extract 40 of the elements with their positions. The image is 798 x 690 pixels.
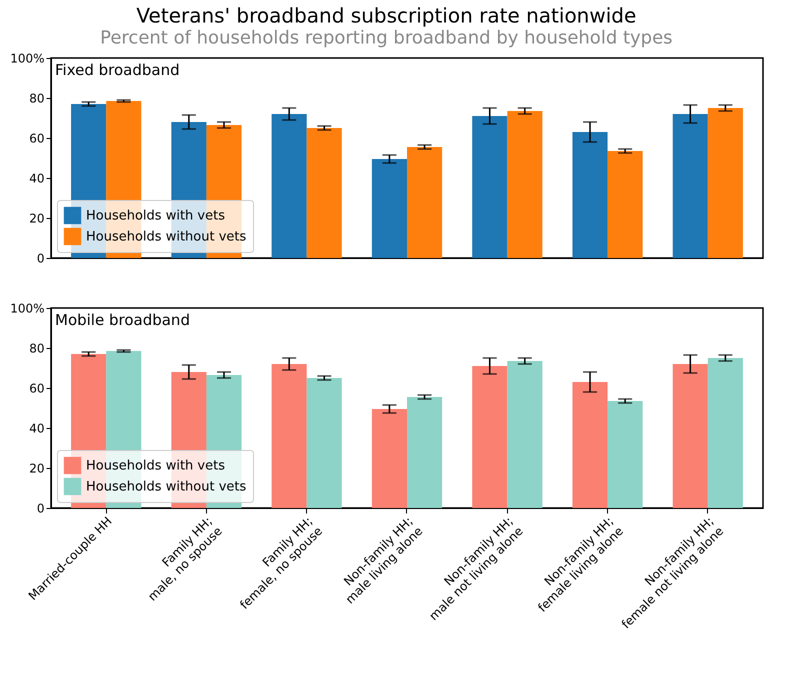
bar (507, 361, 542, 508)
bar (272, 114, 307, 258)
bar (672, 114, 708, 258)
annotation: Mobile broadband (55, 311, 190, 329)
legend-label: Households with vets (86, 208, 226, 224)
bar (672, 364, 708, 508)
bar (407, 397, 442, 508)
bar (572, 132, 608, 258)
bar (472, 116, 508, 258)
bar (272, 364, 307, 508)
bar (708, 358, 743, 508)
y-tick-label: 60 (29, 132, 44, 146)
bar (608, 151, 643, 258)
bar (608, 401, 643, 508)
bar (572, 382, 608, 508)
bar (372, 409, 407, 508)
bar (708, 108, 743, 258)
legend-label: Households without vets (86, 480, 246, 494)
y-tick-label: 40 (29, 422, 44, 436)
bar (407, 147, 442, 258)
annotation: Fixed broadband (55, 61, 180, 79)
y-tick-label: 20 (29, 462, 44, 476)
y-tick-label: 60 (29, 382, 44, 396)
y-tick-label: 0 (36, 502, 44, 516)
y-tick-label: 100% (10, 302, 44, 316)
bar (507, 111, 542, 258)
y-tick-label: 80 (29, 92, 44, 106)
bar (306, 128, 342, 258)
chart-title: Veterans' broadband subscription rate nationwide (136, 3, 636, 28)
bar (372, 159, 407, 258)
bar (472, 366, 508, 508)
y-tick-label: 80 (29, 342, 44, 356)
chart-subtitle: Percent of households reporting broadband by household types (100, 27, 673, 48)
bar (306, 378, 342, 508)
y-tick-label: 40 (29, 172, 44, 186)
y-tick-label: 100% (10, 52, 44, 66)
legend-label: Households with vets (86, 458, 226, 474)
legend-label: Households without vets (86, 230, 246, 244)
y-tick-label: 20 (29, 212, 44, 226)
y-tick-label: 0 (36, 252, 44, 266)
